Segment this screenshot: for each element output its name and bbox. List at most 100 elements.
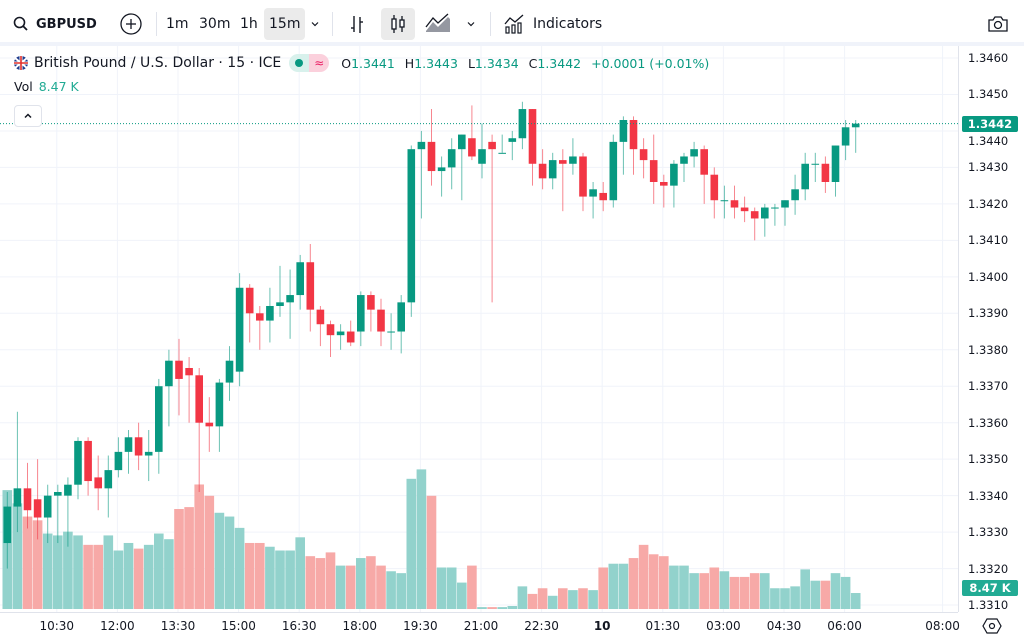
interval-dropdown-button[interactable] — [309, 8, 321, 40]
candle-up[interactable] — [437, 156, 446, 197]
candle-down[interactable] — [306, 243, 315, 332]
candle-down[interactable] — [94, 455, 102, 511]
candle-up[interactable] — [74, 437, 82, 500]
candle-down[interactable] — [23, 462, 32, 529]
candle-up[interactable] — [548, 152, 557, 190]
candle-down[interactable] — [750, 207, 759, 241]
candle-down[interactable] — [427, 109, 436, 186]
candle-down[interactable] — [33, 459, 42, 540]
candle-up[interactable] — [215, 378, 224, 452]
candle-up[interactable] — [720, 185, 729, 219]
candle-up[interactable] — [3, 491, 12, 569]
compare-symbol-button[interactable] — [119, 8, 143, 40]
candle-down[interactable] — [821, 156, 830, 193]
bar-chart-type-button[interactable] — [346, 8, 368, 40]
candle-down[interactable] — [559, 149, 567, 212]
candle-up[interactable] — [690, 141, 698, 168]
candle-up[interactable] — [225, 346, 234, 401]
candle-up[interactable] — [447, 138, 456, 190]
candle-up[interactable] — [296, 254, 304, 310]
candle-up[interactable] — [397, 295, 405, 354]
candle-up[interactable] — [336, 324, 345, 350]
candle-up[interactable] — [235, 273, 244, 387]
candle-down[interactable] — [488, 134, 496, 303]
candle-up[interactable] — [276, 265, 284, 317]
candle-up[interactable] — [13, 411, 22, 533]
candle-down[interactable] — [367, 291, 375, 332]
symbol-search-button[interactable]: GBPUSD — [12, 8, 97, 40]
candle-up[interactable] — [478, 123, 486, 179]
candle-down[interactable] — [639, 138, 648, 179]
candle-up[interactable] — [851, 119, 860, 153]
candle-up[interactable] — [54, 484, 62, 544]
candle-up[interactable] — [771, 203, 779, 226]
candle-down[interactable] — [256, 305, 264, 350]
candle-up[interactable] — [417, 130, 426, 219]
candle-down[interactable] — [245, 284, 254, 343]
collapse-legend-button[interactable] — [14, 105, 42, 127]
candle-up[interactable] — [124, 429, 133, 474]
candle-down[interactable] — [195, 367, 203, 492]
candle-down[interactable] — [316, 305, 325, 347]
candle-up[interactable] — [387, 313, 395, 350]
candle-up[interactable] — [680, 152, 688, 182]
candle-up[interactable] — [458, 134, 466, 201]
snapshot-button[interactable] — [986, 8, 1010, 40]
area-chart-type-button[interactable] — [424, 8, 452, 40]
candle-down[interactable] — [629, 116, 638, 175]
chart-settings-button[interactable] — [982, 616, 1002, 636]
candle-up[interactable] — [155, 378, 163, 474]
candle-down[interactable] — [84, 437, 92, 496]
candle-down[interactable] — [579, 152, 587, 212]
candle-up[interactable] — [64, 477, 72, 547]
candle-down[interactable] — [538, 149, 547, 190]
candle-up[interactable] — [609, 134, 618, 208]
chart-type-dropdown-button[interactable] — [465, 8, 477, 40]
candle-down[interactable] — [326, 320, 335, 358]
candle-up[interactable] — [841, 119, 850, 161]
candle-up[interactable] — [831, 145, 840, 197]
candle-down[interactable] — [377, 298, 385, 347]
candle-down[interactable] — [660, 174, 668, 208]
time-scale[interactable] — [0, 612, 958, 641]
candle-up[interactable] — [266, 287, 274, 343]
interval-15m-active[interactable]: 15m — [264, 8, 306, 40]
candle-down[interactable] — [730, 185, 739, 219]
candle-up[interactable] — [619, 116, 628, 175]
candle-up[interactable] — [569, 138, 577, 175]
candle-down[interactable] — [468, 105, 476, 161]
candle-up[interactable] — [518, 101, 527, 150]
candles-chart-type-button[interactable] — [381, 8, 415, 40]
candle-up[interactable] — [589, 181, 597, 219]
interval-1m[interactable]: 1m — [166, 8, 189, 40]
candle-down[interactable] — [528, 109, 537, 186]
candle-up[interactable] — [144, 429, 153, 482]
candle-up[interactable] — [781, 200, 789, 226]
candle-down[interactable] — [599, 181, 607, 212]
candle-down[interactable] — [740, 196, 749, 223]
candle-up[interactable] — [104, 455, 113, 518]
candle-down[interactable] — [205, 397, 214, 452]
interval-30m[interactable]: 30m — [199, 8, 230, 40]
candle-up[interactable] — [357, 291, 365, 347]
candle-down[interactable] — [185, 357, 193, 423]
candle-up[interactable] — [286, 269, 294, 339]
candle-up[interactable] — [498, 134, 506, 154]
candle-up[interactable] — [43, 484, 52, 544]
candle-down[interactable] — [649, 134, 658, 204]
candle-up[interactable] — [165, 349, 173, 427]
candle-up[interactable] — [508, 130, 517, 161]
candle-up[interactable] — [761, 203, 769, 237]
candle-up[interactable] — [801, 152, 809, 201]
candle-up[interactable] — [791, 174, 799, 215]
candle-up[interactable] — [670, 160, 678, 208]
candle-down[interactable] — [710, 167, 719, 219]
candle-down[interactable] — [700, 145, 708, 204]
candle-up[interactable] — [407, 145, 416, 317]
candle-up[interactable] — [114, 437, 123, 478]
interval-1h[interactable]: 1h — [240, 8, 258, 40]
indicators-button[interactable]: Indicators — [503, 8, 602, 40]
candle-down[interactable] — [175, 338, 183, 416]
market-status-pill[interactable]: ≈ — [289, 54, 330, 72]
